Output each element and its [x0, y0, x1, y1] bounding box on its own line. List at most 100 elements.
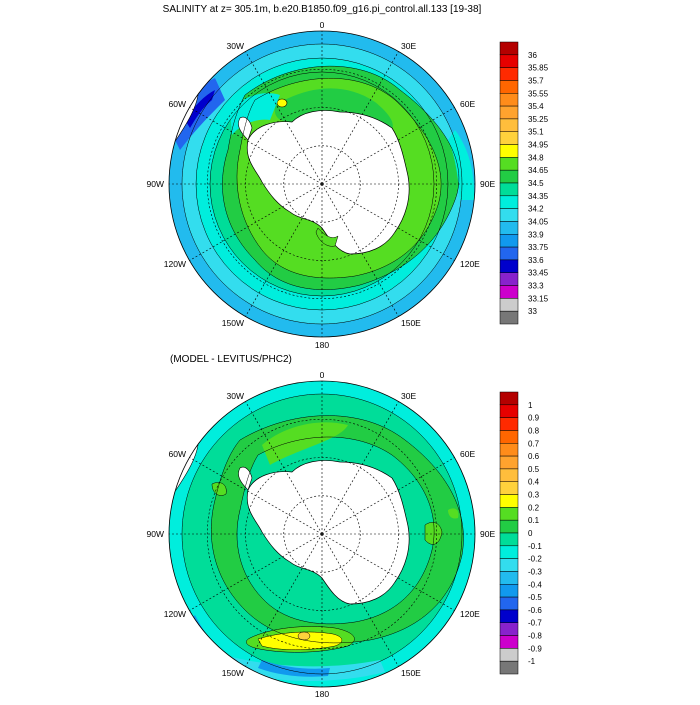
colorbar-tick-label: -0.9	[528, 644, 542, 653]
colorbar-swatch	[499, 622, 519, 636]
lon-label-90w: 90W	[147, 529, 164, 539]
colorbar-tick-label: 0.6	[528, 452, 540, 461]
meridian-line	[245, 533, 323, 667]
colorbar-swatch	[499, 391, 519, 406]
colorbar-swatch	[499, 519, 519, 534]
colorbar: 36 35.85 35.7 35.55 35.4 35.25 35.1 34.95 34.8 34…	[499, 41, 549, 325]
colorbar-swatch	[499, 246, 519, 261]
colorbar-swatch	[499, 635, 519, 649]
colorbar-swatch	[499, 80, 519, 94]
colorbar-tick-label: 33.9	[528, 230, 544, 239]
colorbar-tick-label: -0.6	[528, 606, 542, 615]
colorbar-swatch	[499, 234, 519, 248]
colorbar-swatch	[499, 571, 519, 585]
colorbar-tick-label: 1	[528, 401, 533, 410]
colorbar-swatch	[499, 532, 519, 547]
colorbar-tick-label: 0.7	[528, 439, 540, 448]
lon-label-30e: 30E	[401, 41, 416, 51]
colorbar-tick-label: 33.75	[528, 243, 549, 252]
colorbar-swatch	[499, 105, 519, 120]
colorbar-tick-label: 0	[528, 529, 533, 538]
meridian-line	[189, 457, 323, 535]
colorbar-tick-label: 35.4	[528, 102, 544, 111]
colorbar-tick-label: 0.8	[528, 426, 540, 435]
lon-label-90e: 90E	[480, 529, 495, 539]
colorbar-tick-label: -0.3	[528, 567, 542, 576]
lon-label-90w: 90W	[147, 179, 164, 189]
colorbar-swatch	[499, 285, 519, 299]
lat-lon-grid	[169, 31, 475, 337]
latitude-circle	[206, 418, 438, 650]
lon-label-30e: 30E	[401, 391, 416, 401]
colorbar-swatch	[499, 443, 519, 457]
meridian-line	[245, 51, 323, 185]
lon-label-60e: 60E	[460, 99, 475, 109]
meridian-line	[245, 183, 323, 317]
colorbar-swatch	[499, 596, 519, 611]
colorbar-tick-label: 35.7	[528, 76, 544, 85]
colorbar-swatch	[499, 481, 519, 495]
colorbar-tick-label: 34.8	[528, 153, 544, 162]
lon-label-150e: 150E	[401, 318, 421, 328]
colorbar-swatch	[499, 182, 519, 197]
colorbar-swatch	[499, 272, 519, 286]
latitude-circle	[206, 68, 438, 300]
colorbar-tick-label: 35.1	[528, 128, 544, 137]
colorbar-tick-label: 33.6	[528, 256, 544, 265]
colorbar-tick-label: 36	[528, 51, 537, 60]
lon-label-120e: 120E	[460, 259, 480, 269]
colorbar-swatch	[499, 468, 519, 482]
meridian-line	[321, 107, 455, 185]
map-boundary	[168, 30, 476, 338]
lon-label-0: 0	[320, 370, 325, 380]
meridian-line	[189, 183, 323, 261]
colorbar-swatch	[499, 208, 519, 222]
meridian-line	[321, 533, 399, 667]
colorbar-swatch	[499, 558, 519, 572]
colorbar-swatch	[499, 195, 519, 209]
colorbar-swatch	[499, 545, 519, 559]
colorbar-swatch	[499, 93, 519, 107]
colorbar: 1 0.9 0.8 0.7 0.6 0.5 0.4 0.3 0.2 0.1 0 -0.1 -0.2 -0.…	[499, 391, 542, 675]
map-boundary	[168, 380, 476, 688]
colorbar-tick-label: 33.3	[528, 282, 544, 291]
lon-label-60w: 60W	[169, 99, 186, 109]
colorbar-swatch	[499, 584, 519, 598]
meridian-line	[321, 183, 399, 317]
lat-lon-grid	[169, 381, 475, 687]
colorbar-swatch	[499, 41, 519, 56]
lon-label-120w: 120W	[164, 259, 186, 269]
salinity-map-panel: SALINITY at z= 305.1m, b.e20.B1850.f09_g…	[147, 4, 549, 350]
meridian-line	[189, 533, 323, 611]
colorbar-swatch	[499, 259, 519, 273]
colorbar-tick-label: -0.8	[528, 632, 542, 641]
meridian-line	[321, 401, 399, 535]
colorbar-swatch	[499, 310, 519, 325]
colorbar-tick-label: 0.1	[528, 516, 540, 525]
latitude-circle	[283, 495, 361, 573]
lon-label-120w: 120W	[164, 609, 186, 619]
colorbar-tick-label: -1	[528, 657, 536, 666]
meridian-line	[321, 183, 455, 261]
lon-label-0: 0	[320, 20, 325, 30]
colorbar-tick-label: 35.85	[528, 64, 549, 73]
lon-label-180: 180	[315, 340, 329, 350]
colorbar-tick-label: 34.95	[528, 141, 549, 150]
colorbar-tick-label: 35.55	[528, 89, 549, 98]
colorbar-swatch	[499, 494, 519, 508]
colorbar-tick-label: -0.5	[528, 593, 542, 602]
colorbar-swatch	[499, 144, 519, 158]
meridian-line	[321, 51, 399, 185]
colorbar-swatch	[499, 660, 519, 675]
colorbar-tick-label: 33.15	[528, 294, 549, 303]
colorbar-swatch	[499, 648, 519, 662]
latitude-circle	[283, 145, 361, 223]
colorbar-swatch	[499, 157, 519, 171]
lon-label-30w: 30W	[227, 391, 244, 401]
colorbar-tick-label: 34.65	[528, 166, 549, 175]
colorbar-swatch	[499, 131, 519, 145]
longitude-labels: 0 30E 60E 90E 120E 150E 180 150W 120W 90…	[147, 370, 496, 699]
colorbar-swatch	[499, 298, 519, 312]
colorbar-tick-label: 33	[528, 307, 537, 316]
